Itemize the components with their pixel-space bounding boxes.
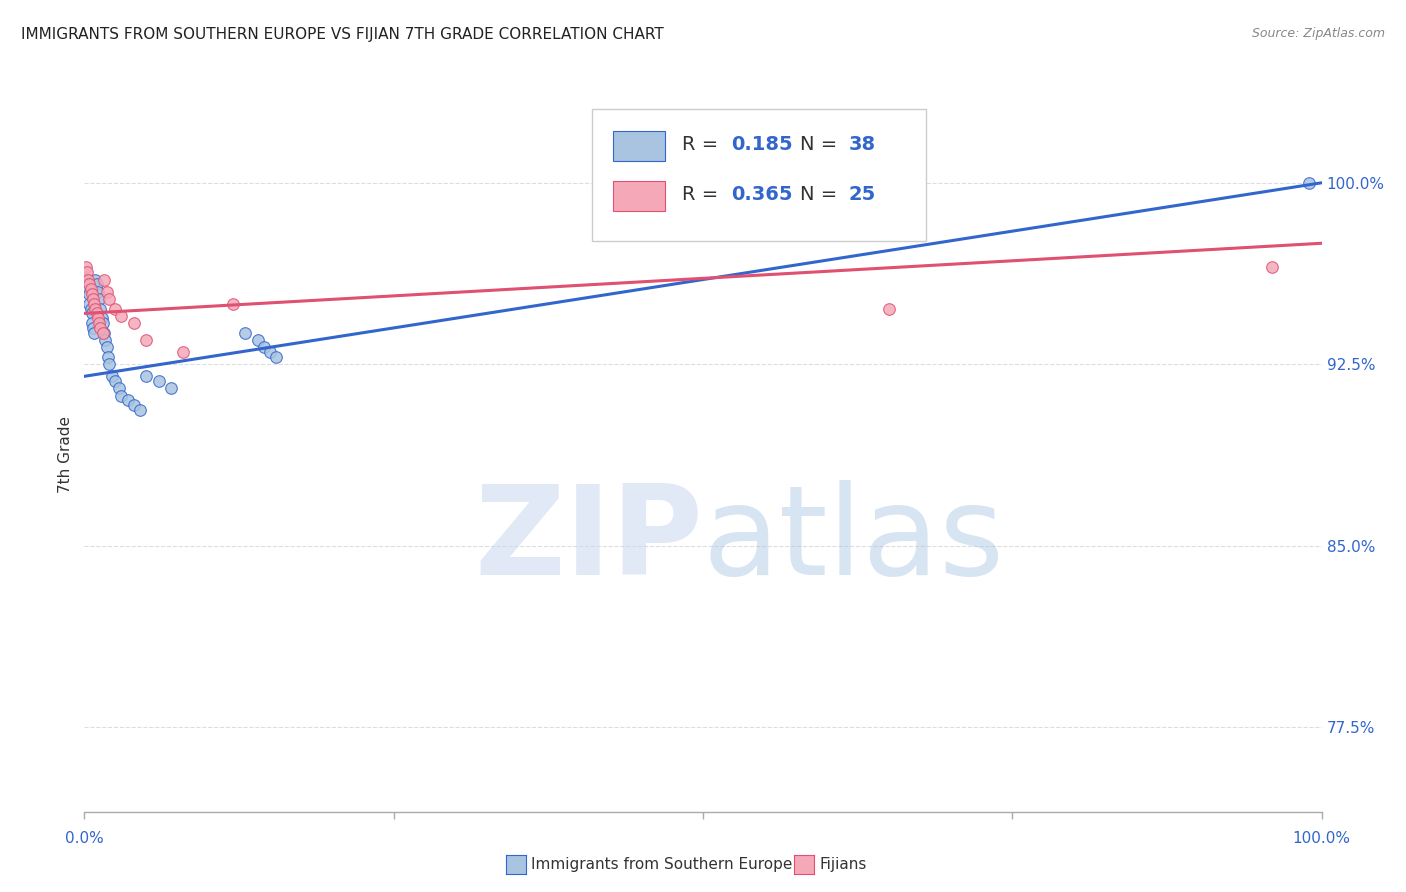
Point — [79, 282, 101, 296]
Point — [82, 292, 104, 306]
Point — [77, 272, 100, 286]
Point — [104, 374, 127, 388]
Text: Immigrants from Southern Europe: Immigrants from Southern Europe — [531, 857, 793, 871]
Point — [93, 326, 115, 340]
Point — [98, 357, 121, 371]
Point — [93, 272, 115, 286]
Point — [100, 369, 122, 384]
Point — [110, 389, 132, 403]
Point — [76, 265, 98, 279]
Point — [233, 326, 256, 340]
Point — [877, 301, 900, 316]
Point — [122, 398, 145, 412]
Point — [122, 316, 145, 330]
Point — [1298, 176, 1320, 190]
Point — [1261, 260, 1284, 275]
Point — [86, 277, 108, 292]
Text: Fijians: Fijians — [820, 857, 868, 871]
Point — [97, 350, 120, 364]
Point — [148, 374, 170, 388]
Point — [246, 333, 269, 347]
Point — [104, 301, 127, 316]
Text: N =: N = — [800, 185, 844, 204]
Text: 25: 25 — [849, 185, 876, 204]
Point — [84, 301, 107, 316]
Text: N =: N = — [800, 135, 844, 154]
FancyBboxPatch shape — [592, 109, 925, 241]
Y-axis label: 7th Grade: 7th Grade — [58, 417, 73, 493]
Text: ZIP: ZIP — [474, 480, 703, 601]
Point — [80, 306, 103, 320]
Point — [259, 345, 281, 359]
Point — [110, 309, 132, 323]
Point — [91, 316, 114, 330]
Point — [135, 369, 157, 384]
Point — [79, 297, 101, 311]
Text: 0.185: 0.185 — [731, 135, 793, 154]
Point — [76, 277, 98, 292]
Point — [87, 311, 110, 326]
Point — [75, 272, 97, 286]
Point — [75, 260, 97, 275]
Point — [94, 333, 117, 347]
Text: 0.0%: 0.0% — [65, 831, 104, 847]
Point — [91, 326, 114, 340]
Point — [135, 333, 157, 347]
Text: R =: R = — [682, 185, 724, 204]
Point — [89, 321, 111, 335]
Point — [89, 316, 111, 330]
Point — [129, 403, 152, 417]
Point — [83, 297, 105, 311]
Point — [264, 350, 287, 364]
Point — [108, 381, 131, 395]
Point — [77, 282, 100, 296]
Text: R =: R = — [682, 135, 724, 154]
Text: 0.365: 0.365 — [731, 185, 793, 204]
Point — [253, 340, 276, 354]
Point — [79, 287, 101, 301]
Point — [82, 321, 104, 335]
Point — [96, 340, 118, 354]
Point — [172, 345, 194, 359]
Point — [84, 272, 107, 286]
Point — [89, 301, 111, 316]
Point — [87, 285, 110, 299]
Text: 100.0%: 100.0% — [1292, 831, 1351, 847]
Point — [222, 297, 245, 311]
Text: Source: ZipAtlas.com: Source: ZipAtlas.com — [1251, 27, 1385, 40]
Text: IMMIGRANTS FROM SOUTHERN EUROPE VS FIJIAN 7TH GRADE CORRELATION CHART: IMMIGRANTS FROM SOUTHERN EUROPE VS FIJIA… — [21, 27, 664, 42]
Point — [86, 306, 108, 320]
Point — [89, 292, 111, 306]
Point — [90, 311, 112, 326]
Point — [80, 316, 103, 330]
Point — [79, 301, 101, 316]
Text: 38: 38 — [849, 135, 876, 154]
Point — [160, 381, 183, 395]
FancyBboxPatch shape — [613, 181, 665, 211]
Point — [98, 292, 121, 306]
Text: atlas: atlas — [703, 480, 1005, 601]
Point — [80, 287, 103, 301]
Point — [79, 277, 101, 292]
Point — [96, 285, 118, 299]
Point — [83, 326, 105, 340]
Point — [117, 393, 139, 408]
FancyBboxPatch shape — [613, 131, 665, 161]
